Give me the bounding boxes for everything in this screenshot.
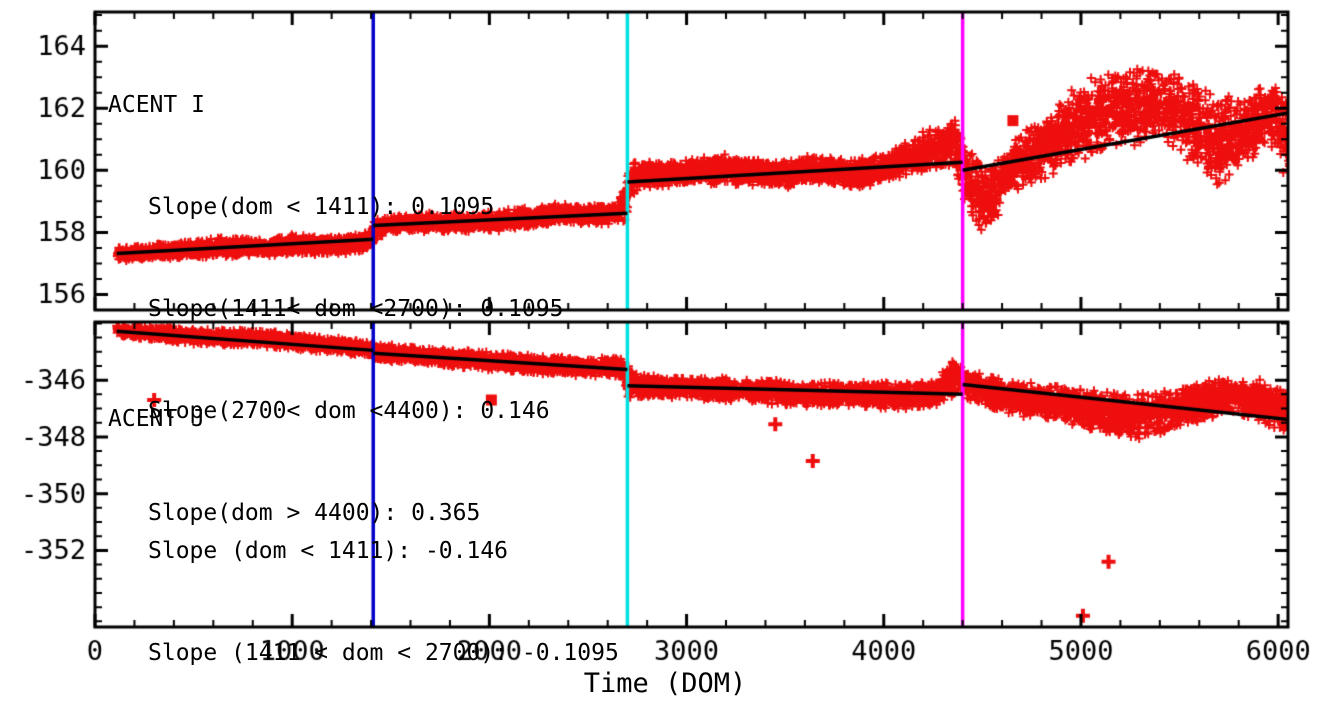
slope-annotation-i-3: Slope(2700< dom <4400): 0.146 [148, 398, 550, 424]
panel-acent-j-annotations: Slope (dom < 1411): -0.146 Slope (1411 <… [148, 466, 619, 715]
panel-acent-j-title: ACENT J [108, 406, 205, 432]
panel-acent-i-annotations: ACENT I Slope(dom < 1411): 0.1095 Slope(… [108, 20, 563, 598]
x-axis-title: Time (DOM) [583, 668, 747, 699]
panel-acent-i-title: ACENT I [108, 92, 205, 118]
slope-annotation-j-2: Slope (1411 < dom < 2700): -0.1095 [148, 640, 619, 666]
slope-annotation-i-2: Slope(1411< dom <2700): 0.1095 [148, 296, 564, 322]
slope-annotation-i-4: Slope(dom > 4400): 0.365 [148, 500, 481, 526]
panel-acent-j-title-wrap: ACENT J [108, 334, 205, 504]
slope-annotation-i-1: Slope(dom < 1411): 0.1095 [148, 194, 495, 220]
slope-annotation-j-1: Slope (dom < 1411): -0.146 [148, 538, 509, 564]
